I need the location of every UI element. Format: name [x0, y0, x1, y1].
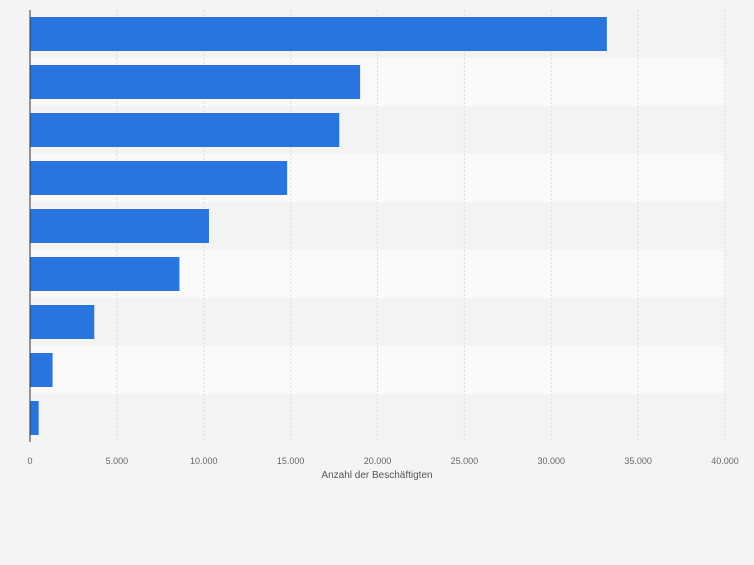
x-tick-label: 20.000 [364, 456, 392, 466]
x-tick-label: 15.000 [277, 456, 305, 466]
x-tick-label: 0 [27, 456, 32, 466]
bar[interactable] [30, 353, 53, 387]
bar[interactable] [30, 65, 361, 99]
x-tick-label: 5.000 [106, 456, 129, 466]
bar[interactable] [30, 17, 607, 51]
bar[interactable] [30, 257, 180, 291]
bar[interactable] [30, 161, 288, 195]
x-tick-label: 35.000 [624, 456, 652, 466]
bar[interactable] [30, 305, 95, 339]
x-tick-label: 40.000 [711, 456, 739, 466]
x-tick-label: 30.000 [537, 456, 565, 466]
x-tick-label: 10.000 [190, 456, 218, 466]
bar[interactable] [30, 209, 209, 243]
x-tick-labels: 0 5.000 10.000 15.000 20.000 25.000 30.000 35.0… [27, 456, 738, 466]
bar[interactable] [30, 113, 340, 147]
x-tick-label: 25.000 [451, 456, 479, 466]
bars [30, 17, 607, 435]
bar[interactable] [30, 401, 39, 435]
x-axis-title: Anzahl der Beschäftigten [321, 470, 432, 481]
